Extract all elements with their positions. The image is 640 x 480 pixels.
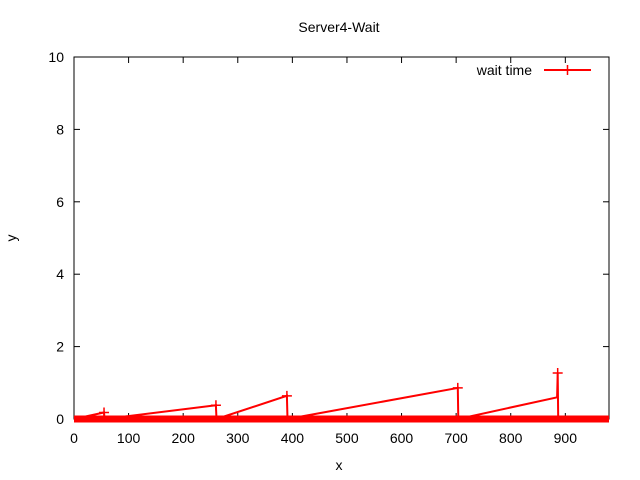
y-tick-label: 0 <box>56 411 64 427</box>
data-point-marker <box>210 400 221 411</box>
data-point-marker <box>552 368 563 379</box>
series-line <box>73 372 609 421</box>
x-tick-label: 900 <box>554 430 578 446</box>
axes: 0 100 200 300 400 500 600 700 800 900 0 2 4 6 8 10 <box>48 49 609 446</box>
x-tick-label: 800 <box>499 430 523 446</box>
y-tick-label: 2 <box>56 339 64 355</box>
legend-marker <box>562 65 573 75</box>
x-axis-label: x <box>336 457 343 473</box>
data-point-marker <box>99 407 110 418</box>
x-tick-label: 600 <box>390 430 414 446</box>
x-tick-label: 300 <box>226 430 250 446</box>
x-tick-label: 0 <box>70 430 78 446</box>
series-layer <box>73 368 609 423</box>
data-point-marker <box>452 382 463 393</box>
y-tick-label: 6 <box>56 194 64 210</box>
x-tick-label: 700 <box>444 430 468 446</box>
x-tick-label: 200 <box>172 430 196 446</box>
y-tick-label: 10 <box>48 49 64 65</box>
y-tick-label: 4 <box>56 266 64 282</box>
legend: wait time <box>476 62 591 78</box>
y-tick-label: 8 <box>56 121 64 137</box>
chart-title: Server4-Wait <box>298 19 379 35</box>
legend-label: wait time <box>476 62 532 78</box>
x-tick-label: 400 <box>281 430 305 446</box>
data-point-marker <box>281 390 292 401</box>
x-tick-label: 100 <box>117 430 141 446</box>
x-tick-label: 500 <box>335 430 359 446</box>
y-axis-label: y <box>3 235 19 242</box>
plot-frame <box>73 56 610 420</box>
